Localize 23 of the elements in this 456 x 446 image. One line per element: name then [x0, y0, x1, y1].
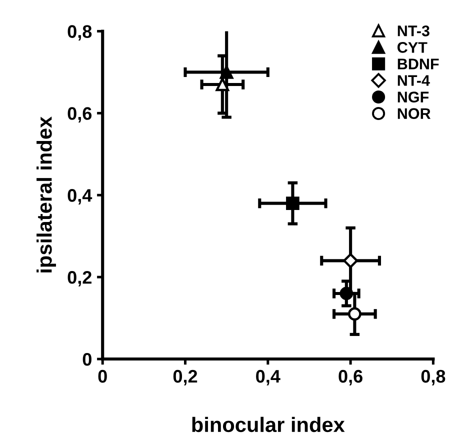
legend-label: BDNF [398, 58, 439, 70]
legend-label: NOR [398, 108, 431, 119]
x-axis-title: binocular index [192, 416, 345, 432]
y-tick-label: 0,4 [68, 189, 92, 204]
y-tick-label: 0,6 [68, 107, 92, 123]
legend-label: NT-3 [398, 26, 430, 36]
legend-label: NT-4 [398, 75, 430, 86]
point [216, 78, 230, 92]
x-tick-label: 0,8 [421, 370, 446, 386]
y-tick-label: 0,2 [68, 271, 92, 286]
point [220, 66, 234, 79]
y-tick-label: 0 [82, 352, 92, 366]
point [286, 196, 300, 210]
x-tick-label: 0,4 [256, 370, 280, 386]
legend-label: CYT [398, 42, 428, 53]
x-tick-label: 0,6 [338, 370, 362, 386]
x-tick-label: 0,2 [173, 370, 198, 386]
y-tick-label: 0,8 [68, 25, 92, 41]
y-axis-title: ipsilateral index [36, 116, 56, 272]
point [348, 307, 362, 321]
point [343, 253, 358, 268]
x-tick-label: 0 [98, 370, 107, 383]
legend-label: NGF [398, 92, 429, 102]
